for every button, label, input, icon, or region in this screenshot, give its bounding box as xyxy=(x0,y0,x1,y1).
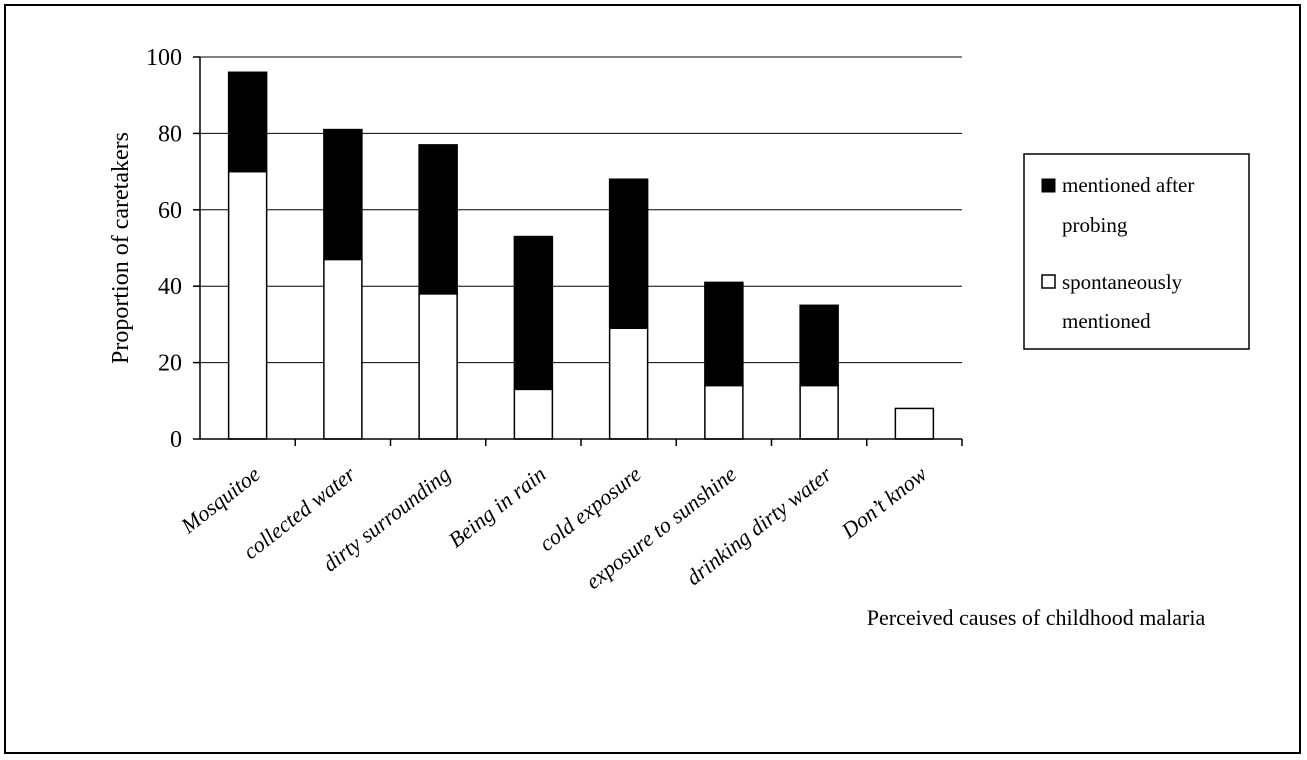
bar-spontaneous xyxy=(894,407,935,440)
y-tick-label: 80 xyxy=(158,121,182,147)
legend-swatch-spontaneous xyxy=(1041,274,1056,289)
bar-spontaneous xyxy=(799,384,839,440)
legend-label-spontaneous-line1: spontaneously xyxy=(1062,270,1183,294)
bar-probing xyxy=(799,304,839,387)
bar-spontaneous xyxy=(513,388,554,440)
x-tick-label: Being in rain xyxy=(444,461,551,552)
y-tick-label: 0 xyxy=(170,427,182,453)
y-tick-label: 40 xyxy=(158,274,182,300)
bar-spontaneous xyxy=(227,170,268,440)
bar-probing xyxy=(227,71,268,173)
bar-probing xyxy=(704,281,744,387)
y-tick-label: 100 xyxy=(146,45,182,71)
legend-box xyxy=(1023,153,1250,350)
legend-label-probing-line1: mentioned after xyxy=(1062,173,1194,197)
y-tick-label: 20 xyxy=(158,351,182,377)
chart-frame xyxy=(4,4,1301,754)
bar-spontaneous xyxy=(418,293,458,440)
x-axis-title: Perceived causes of childhood malaria xyxy=(867,605,1206,630)
y-axis-title: Proportion of caretakers xyxy=(108,132,134,364)
bar-spontaneous xyxy=(704,384,744,440)
legend: mentioned after probing spontaneously me… xyxy=(1023,153,1250,350)
axes xyxy=(199,57,962,440)
bar-probing xyxy=(513,235,554,391)
x-tick-label: Mosquitoe xyxy=(175,461,265,539)
bar-probing xyxy=(323,128,363,261)
bars xyxy=(227,71,935,440)
legend-swatch-probing xyxy=(1041,178,1056,193)
bar-spontaneous xyxy=(608,327,649,440)
bar-probing xyxy=(418,144,458,295)
bar-probing xyxy=(608,178,649,329)
bar-spontaneous xyxy=(323,258,363,440)
y-tick-label: 60 xyxy=(158,198,182,224)
legend-label-spontaneous-line2: mentioned xyxy=(1062,309,1151,333)
legend-label-probing-line2: probing xyxy=(1062,213,1128,237)
gridlines xyxy=(200,56,962,364)
x-tick-label: Don’t know xyxy=(836,461,932,544)
y-tick-labels: 0 20 40 60 80 100 xyxy=(146,45,200,453)
